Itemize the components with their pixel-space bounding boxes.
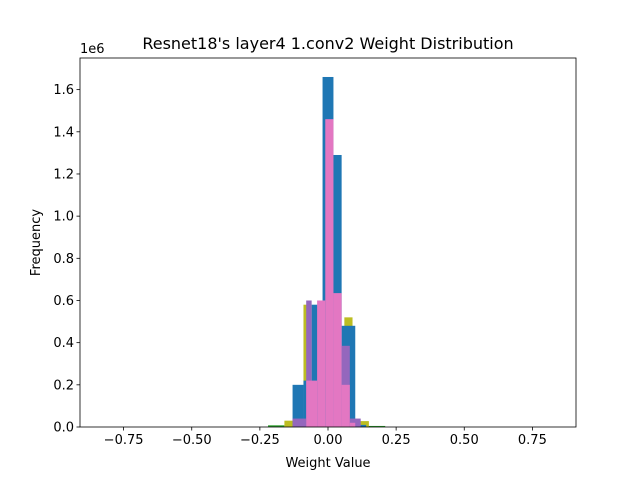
histogram-bars — [268, 76, 386, 428]
histogram-bar-s3-b1 — [306, 300, 312, 427]
histogram-bar-s2-b4 — [333, 154, 342, 428]
histogram-bar-s1-b3 — [357, 421, 369, 427]
x-tick-label: 0.25 — [382, 433, 411, 448]
x-tick-label: 0.75 — [518, 433, 547, 448]
y-tick-label: 0.6 — [53, 294, 74, 309]
y-tick-label: 0.0 — [53, 421, 74, 436]
y-tick-label: 0.8 — [53, 252, 74, 267]
y-tick-label: 1.0 — [53, 210, 74, 225]
histogram-bar-s2-b2 — [311, 304, 323, 427]
x-tick-label: −0.25 — [240, 433, 280, 448]
x-tick-label: −0.75 — [104, 433, 144, 448]
x-tick-label: −0.50 — [172, 433, 212, 448]
axes: −0.75 −0.50 −0.25 0.00 0.25 0.50 0.75 0.0 0.2 0.4… — [53, 57, 577, 448]
histogram-bar-s0-b1 — [366, 425, 386, 427]
histogram-bar-s0-b0 — [268, 425, 285, 427]
histogram-bar-s1-b0 — [284, 420, 296, 427]
histogram-bar-s4-b3 — [333, 293, 342, 427]
x-tick-label: 0.00 — [314, 433, 343, 448]
y-axis-label: Frequency — [29, 209, 44, 276]
histogram-bar-s4-b1 — [317, 300, 326, 427]
y-tick-label: 1.2 — [53, 167, 74, 182]
histogram-bar-s4-b5 — [349, 422, 356, 427]
histogram-bar-s4-b2 — [325, 119, 334, 428]
y-tick-label: 0.4 — [53, 336, 74, 351]
histogram-bar-s3-b0 — [292, 418, 307, 427]
x-tick-label: 0.50 — [450, 433, 479, 448]
x-axis-label: Weight Value — [285, 456, 370, 471]
y-tick-label: 0.2 — [53, 378, 74, 393]
chart-title: Resnet18's layer4 1.conv2 Weight Distrib… — [142, 34, 513, 53]
histogram-bar-s2-b6 — [355, 424, 367, 427]
histogram-bar-s2-b0 — [292, 384, 304, 427]
y-axis-offset-label: 1e6 — [80, 42, 105, 57]
histogram-bar-s4-b0 — [306, 380, 318, 427]
y-tick-label: 1.4 — [53, 125, 74, 140]
y-tick-label: 1.6 — [53, 83, 74, 98]
histogram-bar-s4-b4 — [341, 384, 350, 427]
